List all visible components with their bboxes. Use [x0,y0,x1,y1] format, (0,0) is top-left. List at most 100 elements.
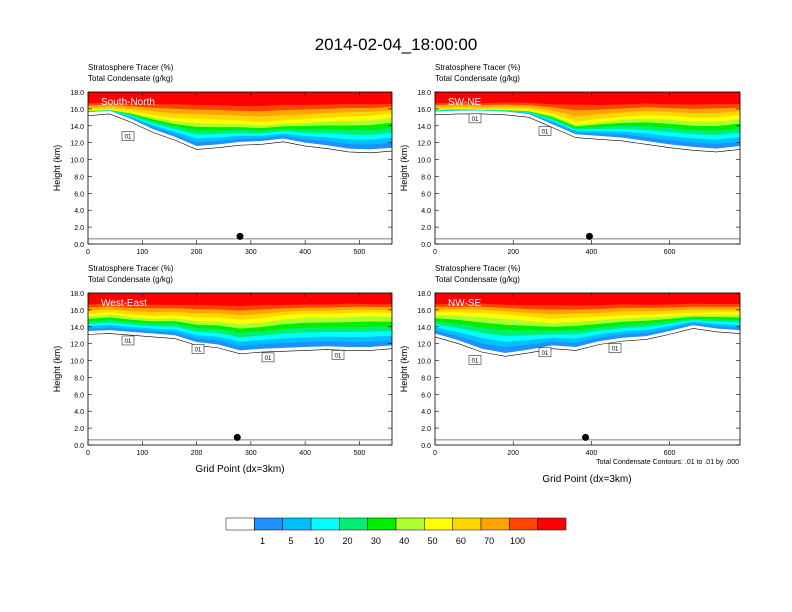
y-tick-label: 14.0 [70,325,84,332]
contour-label: 01 [472,117,479,123]
colorbar-box [225,517,255,531]
contour-label: 01 [125,339,132,345]
contour-label-box [538,126,552,136]
y-tick-label: 18.0 [417,291,431,298]
y-tick-label: 6.0 [421,191,431,198]
colorbar-label: 20 [342,536,352,546]
y-tick-label: 10.0 [70,158,84,165]
y-tick-label: 18.0 [70,291,84,298]
y-tick-label: 2.0 [421,426,431,433]
colorbar-label: 10 [314,536,324,546]
x-tick-label: 100 [136,249,148,256]
x-axis-label-left: Grid Point (dx=3km) [195,464,284,475]
contour-label-box [121,131,135,141]
colorbar-label: 60 [456,536,466,546]
panel-west-east: West-East 01 01 01 01 0.0 2.0 4.0 6.0 8.0 10.0 12.0… [52,264,393,457]
y-tick-label: 16.0 [70,107,84,114]
panel-south-north: South-North 01 0.0 2.0 4.0 6.0 8.0 10.0 12.0 14.0… [52,63,393,256]
x-tick-label: 0 [433,450,437,457]
colorbar-label: 30 [371,536,381,546]
y-axis-label: Height (km) [399,145,409,192]
x-tick-label: 500 [354,249,366,256]
tracer-top-stripe [88,92,392,101]
location-marker [236,232,244,240]
y-tick-label: 12.0 [70,342,84,349]
y-tick-label: 10.0 [417,359,431,366]
x-tick-label: 600 [664,450,676,457]
left-string-condensate: Total Condensate (g/kg) [435,275,520,284]
y-tick-label: 4.0 [74,208,84,215]
y-tick-label: 0.0 [74,242,84,249]
contour-label: 01 [265,356,272,362]
y-tick-label: 16.0 [417,107,431,114]
x-tick-label: 600 [664,249,676,256]
location-marker [233,433,241,441]
contour-label: 01 [542,130,549,136]
x-tick-label: 200 [191,249,203,256]
y-tick-label: 8.0 [74,174,84,181]
y-axis-label: Height (km) [399,346,409,393]
tracer-top-stripe [435,92,740,101]
y-tick-label: 0.0 [421,242,431,249]
y-tick-label: 4.0 [74,409,84,416]
x-tick-label: 400 [586,450,598,457]
contour-label-box [261,352,275,363]
y-tick-label: 4.0 [421,208,431,215]
y-tick-label: 10.0 [70,359,84,366]
contour-label-box [121,335,135,346]
y-tick-label: 14.0 [70,124,84,131]
colorbar-box [424,517,453,531]
y-tick-label: 0.0 [74,443,84,450]
y-tick-label: 8.0 [421,174,431,181]
colorbar-label: 1 [260,536,265,546]
y-tick-label: 16.0 [417,308,431,315]
colorbar-box [310,517,340,531]
colorbar-box [254,517,283,531]
y-tick-label: 12.0 [417,342,431,349]
contour-label: 01 [612,347,619,353]
y-tick-label: 8.0 [74,375,84,382]
y-tick-label: 2.0 [74,426,84,433]
contour-label-box [538,347,552,358]
colorbar-label: 70 [484,536,494,546]
y-tick-label: 14.0 [417,124,431,131]
location-marker [585,232,593,240]
colorbar-box [395,517,425,531]
y-tick-label: 8.0 [421,375,431,382]
tracer-top-stripe [88,293,392,302]
condensate-contour [88,113,392,154]
x-tick-label: 300 [245,450,257,457]
contour-label-box [468,355,482,365]
y-tick-label: 16.0 [70,308,84,315]
tracer-field [435,293,740,441]
y-tick-label: 12.0 [70,141,84,148]
x-tick-label: 200 [191,450,203,457]
contour-label-box [608,343,622,353]
left-string-tracer: Stratosphere Tracer (%) [88,63,174,72]
plot-frame [87,91,393,245]
tracer-field [435,92,740,240]
panel-title: SW-NE [448,97,481,108]
y-tick-label: 18.0 [417,90,431,97]
panel-nw-se: NW-SE 01 01 01 0.0 2.0 4.0 6.0 8.0 10.0 12.0 14.0 16… [399,264,741,457]
tracer-field [88,92,392,240]
x-tick-label: 200 [507,450,519,457]
colorbar-box [537,517,567,531]
location-marker [582,433,590,441]
y-tick-label: 6.0 [74,392,84,399]
x-axis-label-right: Grid Point (dx=3km) [542,474,631,485]
colorbar-label: 100 [510,536,525,546]
x-tick-label: 400 [586,249,598,256]
x-tick-label: 200 [507,249,519,256]
colorbar: 1 5 10 20 30 40 50 60 70 100 [225,517,567,546]
x-tick-label: 0 [86,450,90,457]
tracer-field [88,293,392,441]
plot-frame [87,292,393,446]
figure-title: 2014-02-04_18:00:00 [315,35,478,54]
contour-label: 01 [542,351,549,357]
left-string-condensate: Total Condensate (g/kg) [435,74,520,83]
condensate-contour [435,328,740,357]
colorbar-box [367,517,397,531]
contour-label: 01 [472,358,479,364]
